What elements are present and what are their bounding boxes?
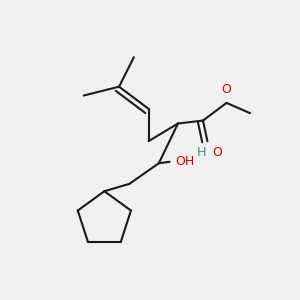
Text: O: O: [222, 82, 232, 95]
Text: H: H: [197, 146, 206, 159]
Text: O: O: [213, 146, 223, 159]
Text: OH: OH: [175, 155, 194, 168]
